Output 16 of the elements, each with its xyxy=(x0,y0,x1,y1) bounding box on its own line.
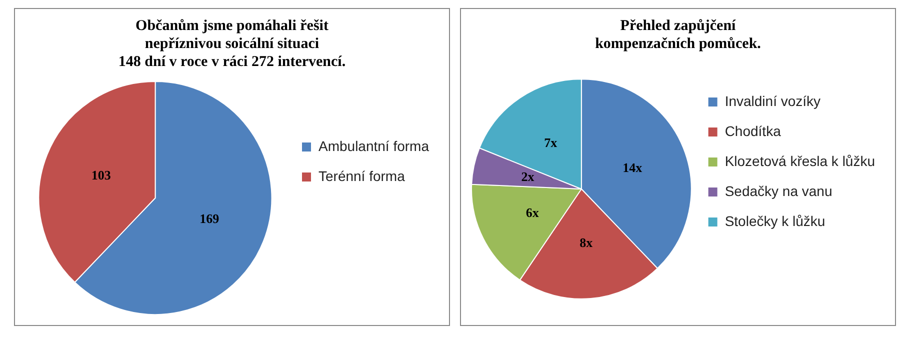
data-label: 2x xyxy=(521,168,535,184)
legend-label: Stolečky k lůžku xyxy=(724,212,826,229)
legend-label: Klozetová křesla k lůžku xyxy=(724,152,876,169)
legend-label: Chodítka xyxy=(724,122,782,139)
legend-label: Sedačky na vanu xyxy=(724,182,832,199)
data-label: 14x xyxy=(622,160,643,175)
legend-label: Invaldiní vozíky xyxy=(724,92,821,109)
legend-label: Ambulantní forma xyxy=(318,138,430,154)
chart-title: Přehled zapůjčení kompenzačních pomůcek. xyxy=(595,18,762,52)
legend-label: Terénní forma xyxy=(318,168,406,184)
data-label: 103 xyxy=(91,168,112,183)
data-label: 169 xyxy=(200,211,220,226)
chart-title: Občanům jsme pomáhali řešit nepříznivou soicální situaci 148 dní v roce v ráci 272 intervencí. xyxy=(118,18,346,70)
data-label: 8x xyxy=(580,235,594,250)
data-label: 6x xyxy=(526,205,540,220)
data-label: 7x xyxy=(544,134,558,150)
